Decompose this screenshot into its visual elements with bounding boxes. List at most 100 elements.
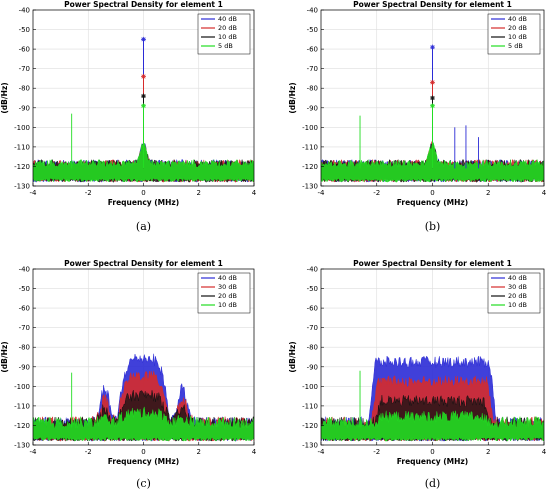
x-tick-label: -4 bbox=[30, 448, 38, 456]
y-tick-label: -60 bbox=[307, 305, 318, 313]
x-tick-label: 2 bbox=[197, 448, 201, 456]
y-tick-label: -80 bbox=[307, 344, 318, 352]
y-tick-label: -80 bbox=[19, 85, 30, 93]
legend-label: 20 dB bbox=[218, 24, 237, 32]
y-tick-label: -70 bbox=[307, 324, 318, 332]
peak-marker-40-db bbox=[430, 44, 435, 50]
peak-marker-5-db bbox=[141, 103, 146, 109]
y-tick-label: -120 bbox=[302, 422, 318, 430]
legend-label: 20 dB bbox=[508, 292, 527, 300]
x-tick-label: 4 bbox=[542, 189, 547, 197]
y-tick-label: -120 bbox=[302, 163, 318, 171]
chart-panel-a: -4 -2 0 2 4 -40 -50 -60 -70 -80 -90 -100 -110 -120 -13… bbox=[0, 0, 257, 233]
chart-title: Power Spectral Density for element 1 bbox=[64, 259, 223, 268]
y-tick-label: -40 bbox=[19, 7, 30, 15]
legend-label: 10 dB bbox=[508, 301, 527, 309]
y-tick-label: -70 bbox=[19, 324, 30, 332]
y-tick-label: -100 bbox=[14, 383, 30, 391]
y-tick-label: -80 bbox=[19, 344, 30, 352]
legend-label: 20 dB bbox=[508, 24, 527, 32]
y-tick-label: -130 bbox=[302, 442, 318, 450]
y-tick-label: -120 bbox=[14, 163, 30, 171]
y-tick-label: -70 bbox=[307, 65, 318, 73]
legend-label: 40 dB bbox=[508, 274, 527, 282]
x-tick-label: 4 bbox=[252, 189, 257, 197]
panel-caption: (c) bbox=[136, 477, 151, 490]
x-axis-label: Frequency (MHz) bbox=[108, 198, 179, 207]
x-tick-label: 2 bbox=[486, 448, 490, 456]
series-group bbox=[33, 36, 254, 183]
y-tick-label: -80 bbox=[307, 85, 318, 93]
x-tick-label: 0 bbox=[141, 189, 145, 197]
y-tick-label: -60 bbox=[19, 46, 30, 54]
y-tick-label: -90 bbox=[19, 363, 30, 371]
y-tick-label: -110 bbox=[302, 402, 318, 410]
panel-caption: (a) bbox=[136, 220, 151, 233]
y-axis-label: (dB/Hz) bbox=[288, 82, 297, 113]
y-tick-label: -130 bbox=[14, 442, 30, 450]
x-axis-label: Frequency (MHz) bbox=[397, 457, 468, 466]
x-tick-label: -2 bbox=[85, 189, 92, 197]
legend-label: 5 dB bbox=[218, 42, 233, 50]
legend-label: 20 dB bbox=[218, 292, 237, 300]
peak-marker-10-db bbox=[141, 93, 146, 99]
x-tick-label: 2 bbox=[486, 189, 490, 197]
y-tick-label: -100 bbox=[14, 124, 30, 132]
legend-label: 30 dB bbox=[508, 283, 527, 291]
y-tick-label: -50 bbox=[19, 285, 30, 293]
x-axis-label: Frequency (MHz) bbox=[108, 457, 179, 466]
chart-panel-c: -4 -2 0 2 4 -40 -50 -60 -70 -80 -90 -100 -110 -120 -13… bbox=[0, 259, 257, 490]
legend-box bbox=[487, 13, 541, 55]
x-tick-label: -2 bbox=[373, 189, 380, 197]
x-tick-label: 4 bbox=[252, 448, 257, 456]
x-tick-label: 0 bbox=[141, 448, 145, 456]
legend-label: 10 dB bbox=[218, 33, 237, 41]
series-group bbox=[321, 44, 544, 184]
y-tick-label: -40 bbox=[307, 266, 318, 274]
peak-marker-20-db bbox=[430, 79, 435, 85]
series-10-db-spectrum bbox=[33, 406, 254, 442]
x-axis-label: Frequency (MHz) bbox=[397, 198, 468, 207]
chart-title: Power Spectral Density for element 1 bbox=[64, 0, 223, 9]
y-tick-label: -120 bbox=[14, 422, 30, 430]
series-10-db-spectrum bbox=[321, 410, 544, 443]
chart-panel-b: -4 -2 0 2 4 -40 -50 -60 -70 -80 -90 -100 -110 -120 -13… bbox=[288, 0, 547, 233]
y-tick-label: -40 bbox=[307, 7, 318, 15]
legend-label: 40 dB bbox=[218, 15, 237, 23]
y-tick-label: -50 bbox=[307, 26, 318, 34]
y-tick-label: -110 bbox=[14, 143, 30, 151]
panel-caption: (b) bbox=[425, 220, 441, 233]
y-tick-label: -60 bbox=[19, 305, 30, 313]
series-group bbox=[321, 355, 544, 443]
y-axis-label: (dB/Hz) bbox=[0, 82, 9, 113]
chart-title: Power Spectral Density for element 1 bbox=[353, 0, 512, 9]
y-tick-label: -110 bbox=[302, 143, 318, 151]
peak-marker-40-db bbox=[141, 36, 146, 42]
y-tick-label: -130 bbox=[302, 183, 318, 191]
legend-label: 40 dB bbox=[218, 274, 237, 282]
peak-marker-10-db bbox=[430, 95, 435, 101]
x-tick-label: -2 bbox=[85, 448, 92, 456]
y-tick-label: -40 bbox=[19, 266, 30, 274]
x-tick-label: 4 bbox=[542, 448, 547, 456]
y-tick-label: -50 bbox=[307, 285, 318, 293]
y-tick-label: -70 bbox=[19, 65, 30, 73]
x-tick-label: -4 bbox=[318, 189, 326, 197]
legend-label: 10 dB bbox=[218, 301, 237, 309]
y-axis-label: (dB/Hz) bbox=[288, 341, 297, 372]
legend-label: 10 dB bbox=[508, 33, 527, 41]
x-tick-label: -2 bbox=[373, 448, 380, 456]
x-tick-label: 2 bbox=[197, 189, 201, 197]
y-tick-label: -90 bbox=[307, 363, 318, 371]
x-tick-label: 0 bbox=[430, 448, 434, 456]
y-tick-label: -50 bbox=[19, 26, 30, 34]
chart-title: Power Spectral Density for element 1 bbox=[353, 259, 512, 268]
peak-marker-5-db bbox=[430, 103, 435, 109]
x-tick-label: 0 bbox=[430, 189, 434, 197]
legend-box bbox=[197, 272, 251, 314]
y-tick-label: -110 bbox=[14, 402, 30, 410]
